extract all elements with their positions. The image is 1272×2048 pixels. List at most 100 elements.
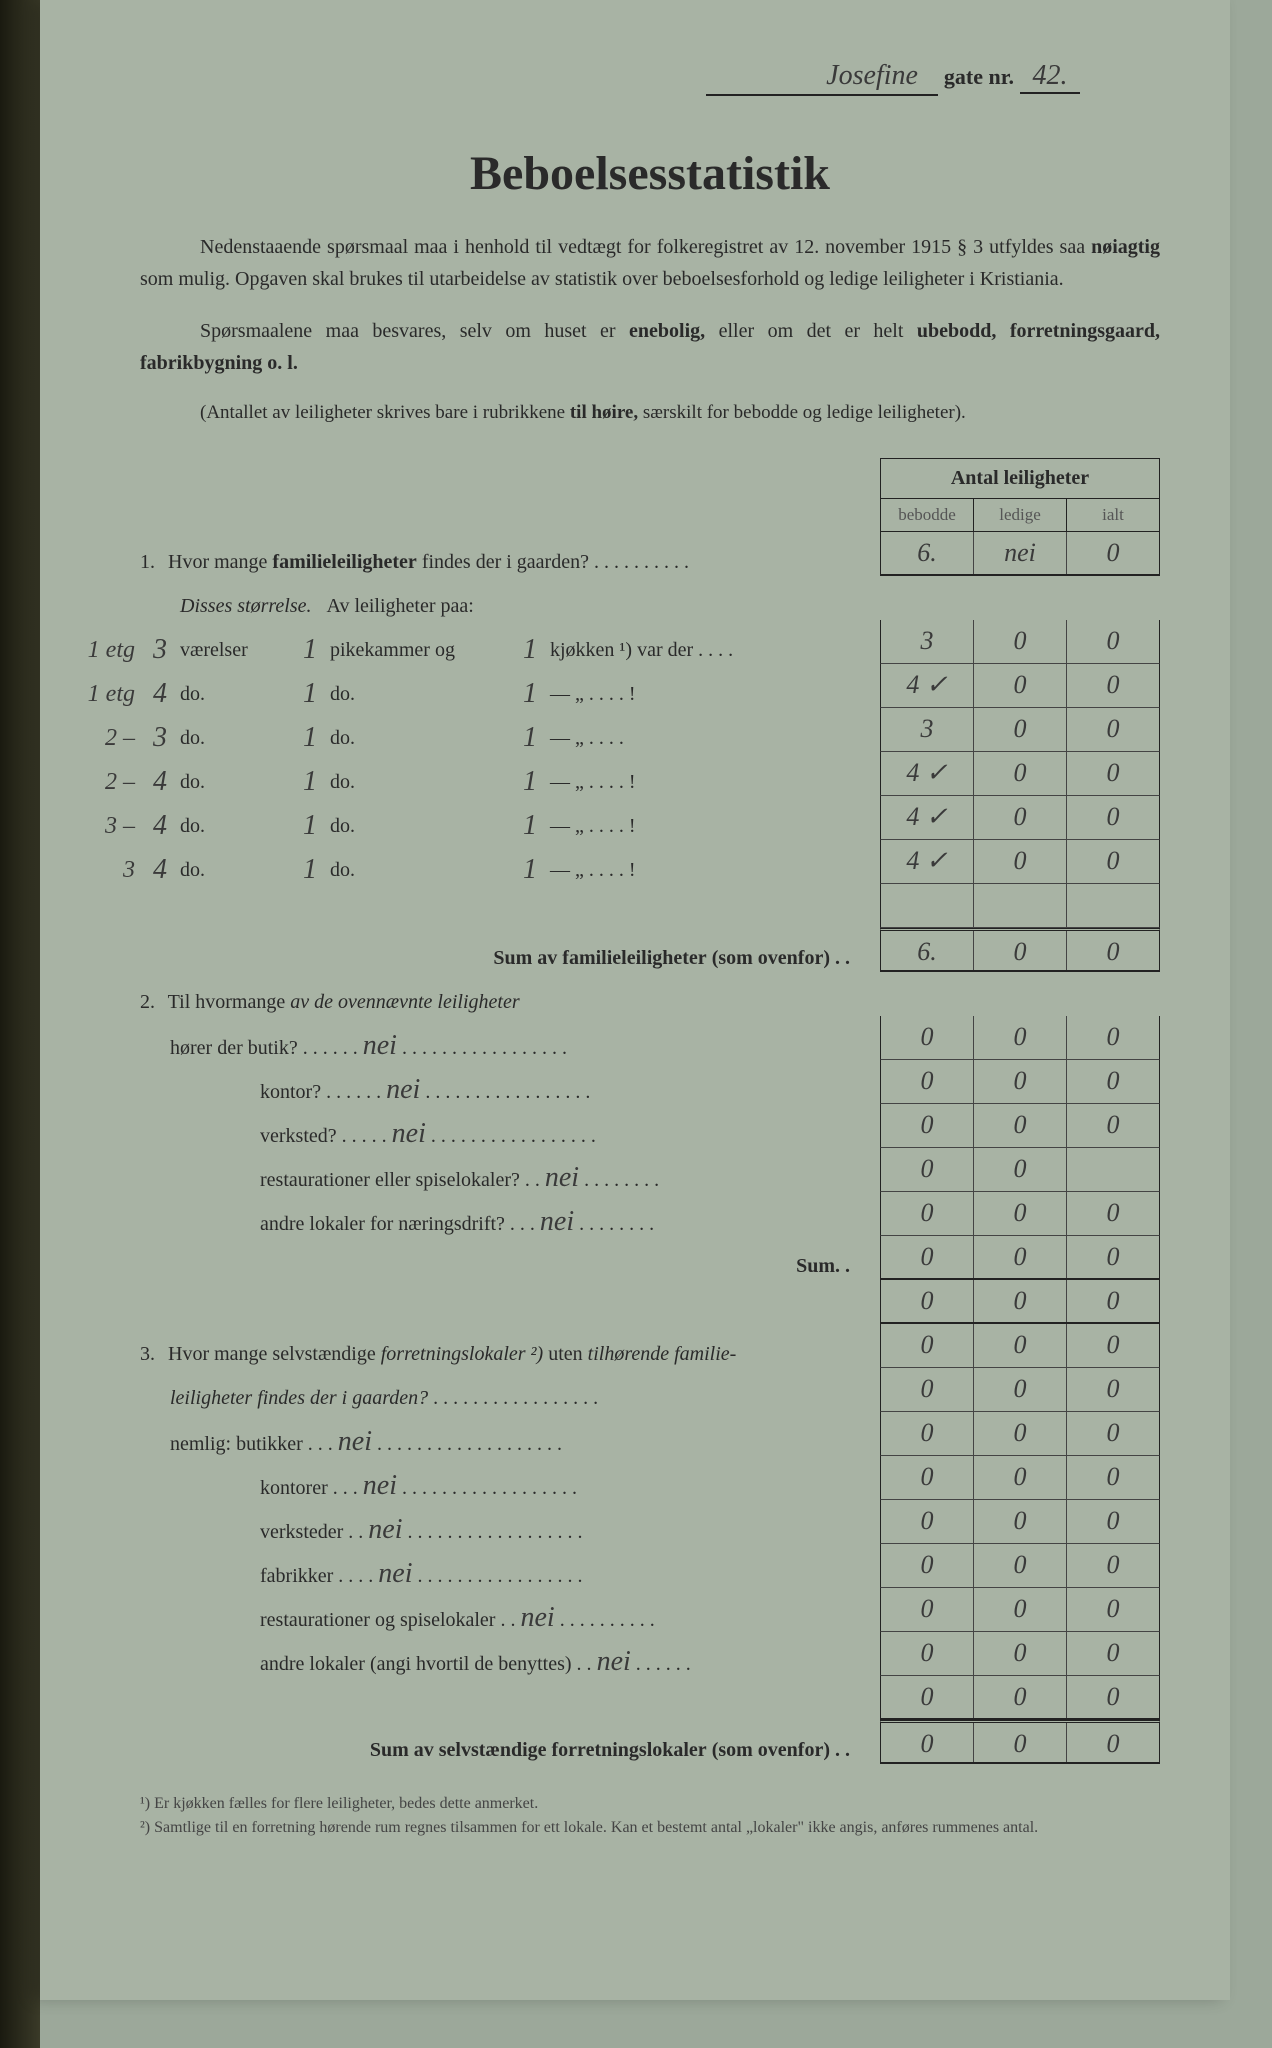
table-subheader: bebodde ledige ialt: [880, 498, 1160, 532]
rooms-count: 4: [140, 760, 180, 804]
cell: 0: [1067, 1412, 1159, 1455]
cell: [1067, 1148, 1159, 1191]
cell: 0: [974, 664, 1067, 707]
cell: nei: [974, 532, 1067, 574]
cell: 0: [1067, 1368, 1159, 1411]
table-row: 000: [880, 1104, 1160, 1148]
q3-row: kontorer . . . nei . . . . . . . . . . .…: [140, 1464, 860, 1508]
table-row: 000: [880, 1676, 1160, 1720]
kj-count: 1: [510, 672, 550, 716]
handwritten-answer: nei: [378, 1552, 412, 1596]
cell: 0: [974, 1544, 1067, 1587]
table-row: 000: [880, 1412, 1160, 1456]
handwritten-answer: nei: [368, 1508, 402, 1552]
cell: 0: [974, 1723, 1067, 1762]
cell: 0: [1067, 1723, 1159, 1762]
cell: 0: [974, 1280, 1067, 1322]
cell: 0: [1067, 1676, 1159, 1718]
kj-count: 1: [510, 628, 550, 672]
kj-label: — „ . . . . !: [550, 760, 860, 804]
cell: 0: [881, 1632, 974, 1675]
kj-count: 1: [510, 848, 550, 892]
q1-sum-label: Sum av familieleiligheter (som ovenfor) …: [140, 936, 860, 980]
handwritten-answer: nei: [392, 1112, 426, 1156]
rooms-label: do.: [180, 716, 290, 760]
cell: 0: [881, 1016, 974, 1059]
q2-row: restaurationer eller spiselokaler? . . n…: [140, 1156, 860, 1200]
intro-paragraph-1: Nedenstaaende spørsmaal maa i henhold ti…: [140, 231, 1160, 295]
table-title: Antal leiligheter: [880, 458, 1160, 498]
rooms-label: do.: [180, 848, 290, 892]
document-page: Josefine gate nr. 42. Beboelsesstatistik…: [40, 0, 1230, 2000]
pk-label: do.: [330, 804, 510, 848]
cell: 0: [881, 1368, 974, 1411]
cell: 0: [974, 1412, 1067, 1455]
cell: [1067, 884, 1159, 927]
rooms-count: 3: [140, 628, 180, 672]
q1-size-row: 1 etg4do.1do.1— „ . . . . !: [140, 672, 860, 716]
table-row: 00: [880, 1148, 1160, 1192]
address-header: Josefine gate nr. 42.: [140, 60, 1160, 96]
table-row: 300: [880, 620, 1160, 664]
q1-size-row: 34do.1do.1— „ . . . . !: [140, 848, 860, 892]
cell: 0: [974, 1192, 1067, 1235]
kj-label: — „ . . . . !: [550, 848, 860, 892]
rooms-label: værelser: [180, 628, 290, 672]
intro-paragraph-2: Spørsmaalene maa besvares, selv om huset…: [140, 315, 1160, 379]
table-row: 000: [880, 1720, 1160, 1764]
cell: 0: [1067, 1456, 1159, 1499]
cell: 0: [1067, 840, 1159, 883]
pk-count: 1: [290, 760, 330, 804]
handwritten-answer: nei: [363, 1464, 397, 1508]
cell: 0: [881, 1192, 974, 1235]
pk-label: pikekammer og: [330, 628, 510, 672]
pk-label: do.: [330, 672, 510, 716]
main-content: 1. Hvor mange familieleiligheter findes …: [140, 458, 1160, 1772]
cell: [881, 884, 974, 927]
page-title: Beboelsesstatistik: [140, 146, 1160, 201]
q1-size-row: 3 –4do.1do.1— „ . . . . !: [140, 804, 860, 848]
cell: 0: [881, 1148, 974, 1191]
q2-row: verksted? . . . . . nei . . . . . . . . …: [140, 1112, 860, 1156]
q1-size-row: 2 –3do.1do.1— „ . . . .: [140, 716, 860, 760]
rooms-count: 3: [140, 716, 180, 760]
handwritten-answer: nei: [597, 1640, 631, 1684]
cell: 0: [1067, 931, 1159, 970]
margin-note: 2 –: [55, 716, 135, 760]
cell: 0: [1067, 1324, 1159, 1367]
rooms-count: 4: [140, 804, 180, 848]
kj-count: 1: [510, 716, 550, 760]
book-binding: [0, 0, 40, 2048]
table-row: 4 ✓00: [880, 664, 1160, 708]
cell: 0: [881, 1588, 974, 1631]
cell: 0: [974, 796, 1067, 839]
cell: 3: [881, 708, 974, 751]
cell: 0: [1067, 1104, 1159, 1147]
footnotes: ¹) Er kjøkken fælles for flere leilighet…: [140, 1792, 1160, 1840]
q3-sum-label: Sum av selvstændige forretningslokaler (…: [140, 1728, 860, 1772]
margin-note: 3 –: [55, 804, 135, 848]
cell: 0: [1067, 532, 1159, 574]
cell: 4 ✓: [881, 796, 974, 839]
cell: 0: [974, 1060, 1067, 1103]
gate-label: gate nr.: [944, 64, 1014, 89]
table-row: 000: [880, 1016, 1160, 1060]
cell: 0: [974, 620, 1067, 663]
q2-row: hører der butik? . . . . . . nei . . . .…: [140, 1024, 860, 1068]
q1-size-row: 1 etg3værelser1pikekammer og1kjøkken ¹) …: [140, 628, 860, 672]
cell: 0: [1067, 1544, 1159, 1587]
pk-count: 1: [290, 848, 330, 892]
handwritten-answer: nei: [540, 1200, 574, 1244]
col-ledige: ledige: [974, 499, 1067, 531]
q3-row: verksteder . . nei . . . . . . . . . . .…: [140, 1508, 860, 1552]
table-row: 000: [880, 1632, 1160, 1676]
q2-row: andre lokaler for næringsdrift? . . . ne…: [140, 1200, 860, 1244]
q3-row: restaurationer og spiselokaler . . nei .…: [140, 1596, 860, 1640]
table-row: 000: [880, 1368, 1160, 1412]
intro-paragraph-3: (Antallet av leiligheter skrives bare i …: [140, 398, 1160, 428]
cell: 0: [881, 1456, 974, 1499]
footnote-1: ¹) Er kjøkken fælles for flere leilighet…: [140, 1792, 1160, 1816]
questions-column: 1. Hvor mange familieleiligheter findes …: [140, 458, 880, 1772]
margin-note: 3: [55, 848, 135, 892]
cell: 0: [974, 752, 1067, 795]
